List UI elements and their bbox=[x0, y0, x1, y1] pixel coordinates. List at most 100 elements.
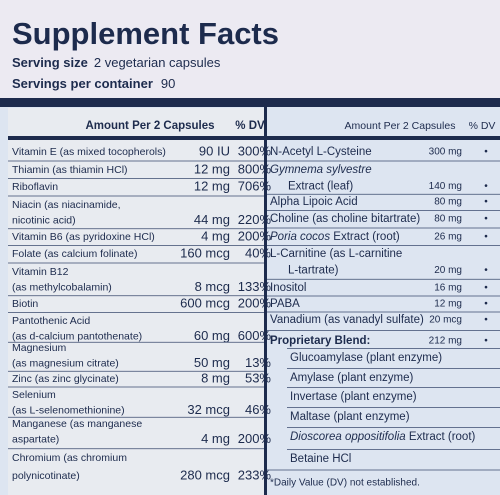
ingredient-name: Pantothenic Acid bbox=[12, 315, 90, 327]
amount: 4 mg bbox=[201, 228, 230, 243]
name-text: Extract (root) bbox=[406, 431, 476, 443]
ingredient-name: Choline (as choline bitartrate) bbox=[270, 213, 420, 225]
amount: 212 mg bbox=[429, 336, 462, 347]
daily-value: • bbox=[484, 214, 488, 225]
italic-name: Dioscorea oppositifolia bbox=[290, 431, 406, 443]
ingredient-name: (as d-calcium pantothenate) bbox=[12, 330, 142, 342]
amount: 80 mg bbox=[434, 214, 462, 225]
ingredient-name: polynicotinate) bbox=[12, 470, 80, 482]
ingredient-name: Amylase (plant enzyme) bbox=[290, 372, 414, 384]
amount: 60 mg bbox=[194, 328, 230, 343]
ingredient-name: Magnesium bbox=[12, 342, 67, 354]
daily-value: 200% bbox=[238, 228, 272, 243]
ingredient-name: Inositol bbox=[270, 282, 306, 294]
name-text: Maltase (plant enzyme) bbox=[290, 411, 410, 423]
ingredient-name: (as magnesium citrate) bbox=[12, 357, 119, 369]
ingredient-name: Riboflavin bbox=[12, 181, 58, 193]
ingredient-name: Niacin (as niacinamide, bbox=[12, 199, 121, 211]
ingredient-name: L-tartrate) bbox=[288, 265, 339, 277]
daily-value: • bbox=[484, 181, 488, 192]
name-text: Glucoamylase (plant enzyme) bbox=[290, 352, 442, 364]
amount: 300 mg bbox=[429, 147, 462, 158]
left-header-amount: Amount Per 2 Capsules bbox=[85, 120, 214, 132]
daily-value: 46% bbox=[245, 402, 271, 417]
daily-value: 706% bbox=[238, 178, 272, 193]
ingredient-name: Chromium (as chromium bbox=[12, 452, 127, 464]
footnote: *Daily Value (DV) not established. bbox=[270, 478, 420, 489]
title: Supplement Facts bbox=[12, 16, 279, 51]
ingredient-name: nicotinic acid) bbox=[12, 214, 76, 226]
daily-value: 133% bbox=[238, 279, 272, 294]
ingredient-name: Extract (leaf) bbox=[288, 181, 353, 193]
ingredient-name: Vitamin B6 (as pyridoxine HCl) bbox=[12, 231, 155, 243]
daily-value: 200% bbox=[238, 295, 272, 310]
amount: 4 mg bbox=[201, 431, 230, 446]
servings: Servings per container 90 bbox=[12, 76, 175, 91]
ingredient-name: Thiamin (as thiamin HCl) bbox=[12, 164, 128, 176]
ingredient-name: (as methylcobalamin) bbox=[12, 281, 112, 293]
ingredient-name: Manganese (as manganese bbox=[12, 418, 142, 430]
serving-size-value: 2 vegetarian capsules bbox=[94, 55, 221, 70]
daily-value: 233% bbox=[238, 467, 272, 482]
header-bar bbox=[8, 136, 500, 140]
amount: 16 mg bbox=[434, 283, 462, 294]
amount: 8 mcg bbox=[195, 279, 230, 294]
ingredient-name: N-Acetyl L-Cysteine bbox=[270, 146, 372, 158]
right-header-amount: Amount Per 2 Capsules bbox=[345, 120, 456, 132]
amount: 12 mg bbox=[194, 161, 230, 176]
daily-value: 13% bbox=[245, 355, 271, 370]
name-text: Invertase (plant enzyme) bbox=[290, 391, 417, 403]
daily-value: 40% bbox=[245, 245, 271, 260]
ingredient-name: (as L-selenomethionine) bbox=[12, 404, 125, 416]
ingredient-name: Maltase (plant enzyme) bbox=[290, 411, 410, 423]
ingredient-name: L-Carnitine (as L-carnitine bbox=[270, 248, 402, 260]
name-text: Extract (root) bbox=[330, 231, 400, 243]
amount: 12 mg bbox=[194, 178, 230, 193]
daily-value: • bbox=[484, 283, 488, 294]
ingredient-name: Biotin bbox=[12, 298, 38, 310]
thick-bar bbox=[0, 98, 500, 107]
serving-size: Serving size 2 vegetarian capsules bbox=[12, 55, 221, 70]
amount: 20 mcg bbox=[429, 315, 462, 326]
amount: 600 mcg bbox=[180, 295, 230, 310]
right-header-dv: % DV bbox=[469, 120, 496, 132]
ingredient-name: PABA bbox=[270, 298, 300, 310]
daily-value: • bbox=[484, 336, 488, 347]
ingredient-name: Vitamin B12 bbox=[12, 266, 69, 278]
daily-value: 200% bbox=[238, 431, 272, 446]
left-panel bbox=[8, 108, 266, 495]
name-text: Betaine HCl bbox=[290, 453, 351, 465]
left-header-dv: % DV bbox=[235, 120, 265, 132]
amount: 80 mg bbox=[434, 197, 462, 208]
serving-size-label: Serving size bbox=[12, 55, 88, 70]
ingredient-name: Zinc (as zinc glycinate) bbox=[12, 373, 119, 385]
daily-value: • bbox=[484, 232, 488, 243]
ingredient-name: Vitamin E (as mixed tocopherols) bbox=[12, 146, 166, 158]
daily-value: 600% bbox=[238, 328, 272, 343]
amount: 8 mg bbox=[201, 370, 230, 385]
blend-name: Proprietary Blend: bbox=[270, 335, 370, 347]
name-text: Amylase (plant enzyme) bbox=[290, 372, 414, 384]
daily-value: 220% bbox=[238, 212, 272, 227]
amount: 12 mg bbox=[434, 299, 462, 310]
daily-value: • bbox=[484, 197, 488, 208]
daily-value: 800% bbox=[238, 161, 272, 176]
ingredient-name: Selenium bbox=[12, 389, 56, 401]
servings-value: 90 bbox=[161, 76, 175, 91]
ingredient-name: Poria cocos Extract (root) bbox=[270, 231, 400, 243]
daily-value: 53% bbox=[245, 370, 271, 385]
ingredient-name: Betaine HCl bbox=[290, 453, 351, 465]
column-divider bbox=[264, 107, 267, 495]
italic-name: Poria cocos bbox=[270, 231, 330, 243]
amount: 160 mcg bbox=[180, 245, 230, 260]
ingredient-name: Folate (as calcium folinate) bbox=[12, 248, 137, 260]
amount: 280 mcg bbox=[180, 467, 230, 482]
daily-value: • bbox=[484, 299, 488, 310]
ingredient-name: Gymnema sylvestre bbox=[270, 164, 372, 176]
top-panel bbox=[0, 0, 500, 100]
amount: 26 mg bbox=[434, 232, 462, 243]
amount: 140 mg bbox=[429, 181, 462, 192]
daily-value: • bbox=[484, 315, 488, 326]
